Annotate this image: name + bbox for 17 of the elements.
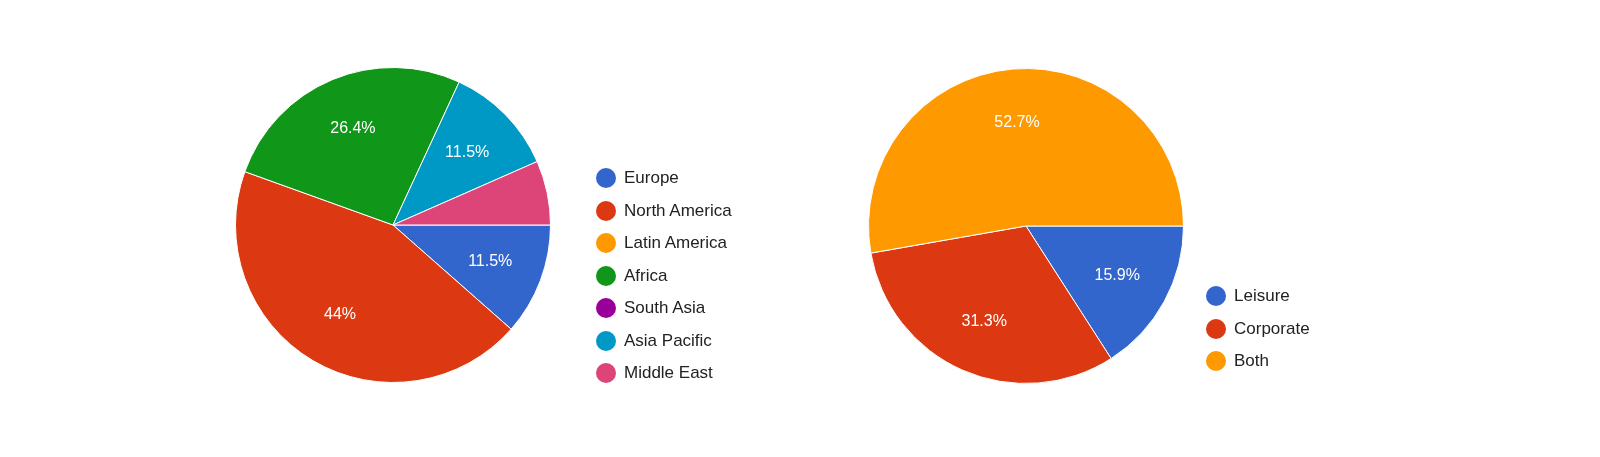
legend-label: Europe (624, 168, 679, 189)
data-label: 11.5% (468, 252, 513, 270)
legend-label: Latin America (624, 233, 727, 254)
legend-label: Middle East (624, 363, 713, 384)
legend-label: South Asia (624, 298, 706, 319)
legend-label: Africa (624, 265, 668, 286)
data-label: 26.4% (330, 119, 376, 137)
data-label: 44% (324, 304, 357, 322)
data-label: 11.5% (445, 142, 490, 160)
legend-label: Both (1234, 351, 1269, 372)
data-label: 15.9% (1094, 266, 1140, 284)
data-label: 52.7% (994, 112, 1040, 130)
legend-label: North America (624, 200, 732, 221)
data-label: 31.3% (961, 311, 1007, 329)
legend-label: Corporate (1234, 318, 1310, 339)
legend-label: Asia Pacific (624, 330, 712, 351)
legend-label: Leisure (1234, 286, 1290, 307)
